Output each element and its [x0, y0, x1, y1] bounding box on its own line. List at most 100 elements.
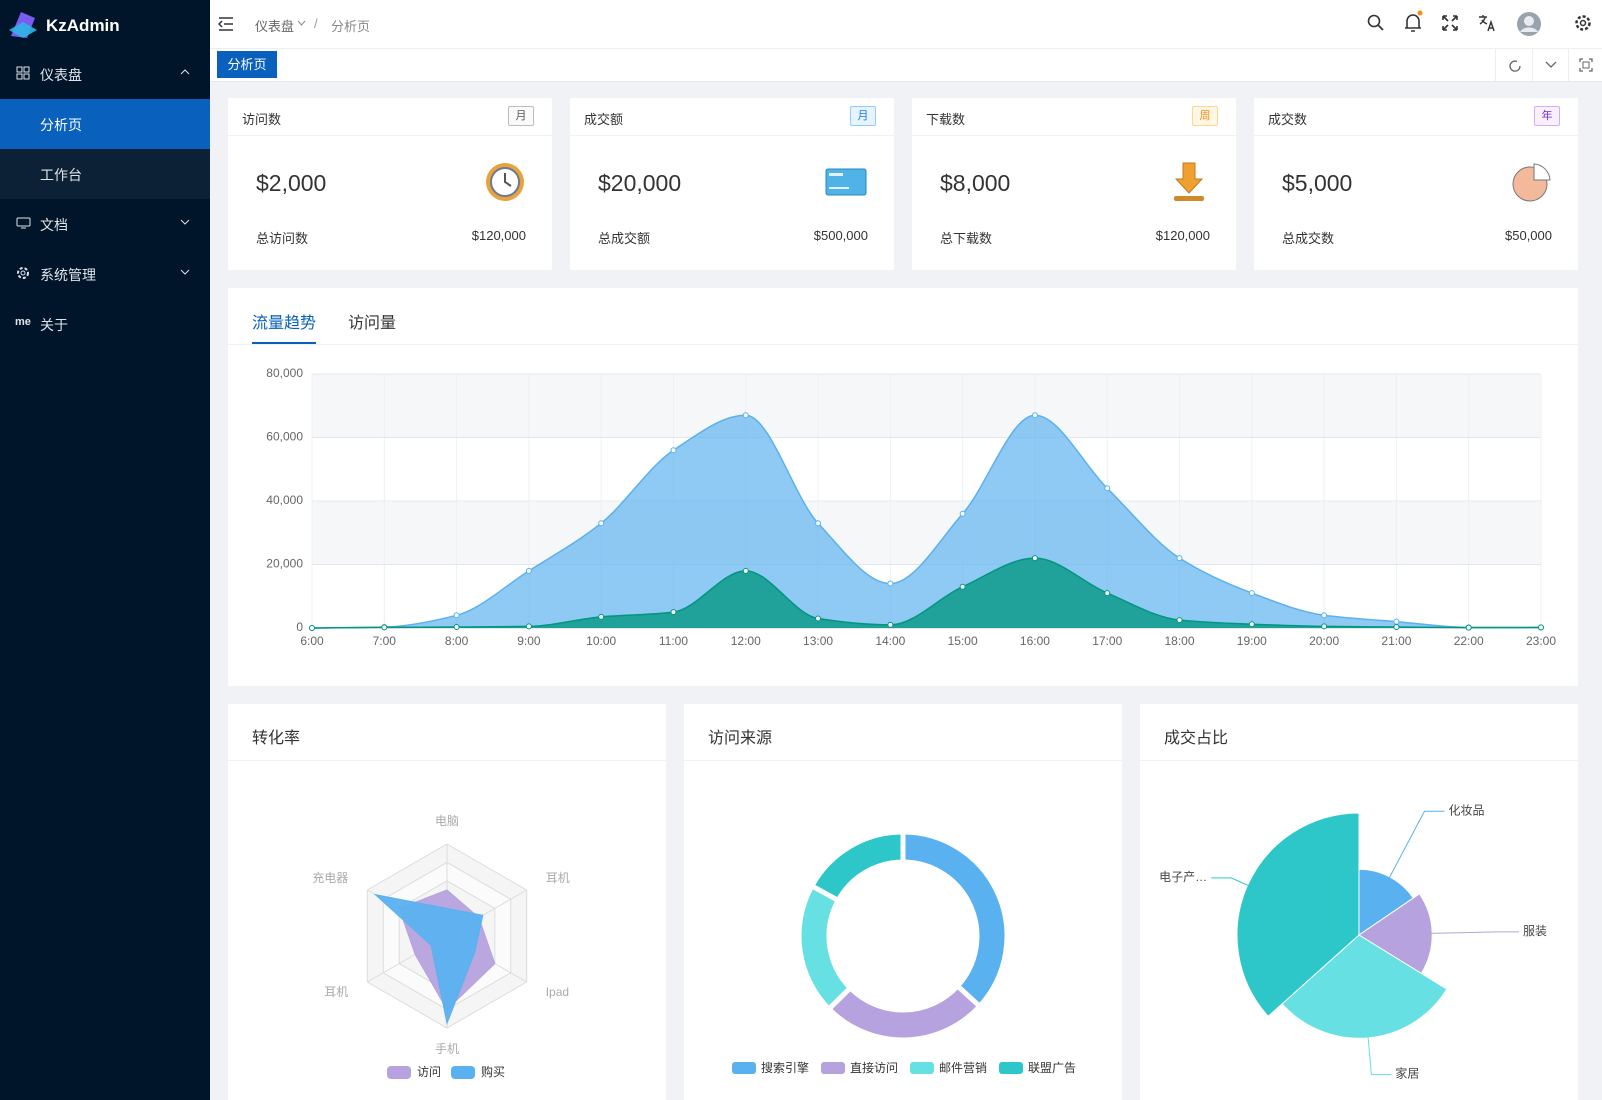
card-footer-value: $50,000	[1505, 228, 1552, 243]
card-badge: 月	[850, 106, 876, 126]
icon-path	[180, 69, 190, 75]
divider	[1140, 760, 1578, 761]
menu-item[interactable]: 仪表盘	[0, 49, 210, 99]
card-value: $8,000	[940, 170, 1011, 196]
icon-circle	[1579, 19, 1587, 27]
card-icon	[824, 161, 868, 208]
clock-icon	[486, 163, 524, 201]
icon-circle	[1575, 15, 1591, 31]
menu-label: 关于	[40, 317, 68, 333]
breadcrumb-item[interactable]: 仪表盘	[255, 19, 295, 34]
card-badge: 年	[1534, 106, 1560, 126]
icon-path	[1479, 15, 1495, 32]
icon-rect	[23, 73, 30, 80]
divider	[228, 344, 1578, 345]
search-icon[interactable]	[1367, 14, 1385, 32]
icon-path	[180, 269, 190, 275]
card-icon	[484, 161, 526, 208]
reload-icon	[1509, 60, 1521, 72]
tab[interactable]: 分析页	[217, 51, 277, 78]
icon-path	[1174, 162, 1204, 194]
menu-label: 分析页	[40, 117, 82, 133]
icon-polygon	[9, 22, 37, 38]
tab-bar: 分析页	[210, 49, 1602, 82]
locale-icon[interactable]	[1478, 14, 1496, 32]
logo-icon	[9, 12, 37, 38]
panel-tab[interactable]: 流量趋势	[252, 315, 317, 332]
icon-rect	[16, 217, 31, 227]
icon-rect	[825, 168, 867, 196]
menu-label: 工作台	[40, 167, 82, 183]
reload-button[interactable]	[1495, 49, 1533, 81]
trend-panel: 流量趋势 访问量	[228, 288, 1578, 686]
icon-rect	[16, 73, 23, 80]
menu-label: 文档	[40, 217, 68, 233]
menu-label: 仪表盘	[40, 67, 82, 83]
divider	[228, 135, 552, 136]
icon-path	[1405, 14, 1421, 32]
icon-path	[1377, 24, 1384, 31]
menu-item[interactable]: 文档	[0, 199, 210, 249]
chevron	[180, 69, 190, 75]
card-footer-value: $120,000	[1155, 228, 1210, 243]
divider	[912, 135, 1236, 136]
icon-path	[1509, 60, 1521, 72]
icon-rect	[829, 187, 849, 189]
icon-path	[1545, 61, 1557, 68]
panel-title: 转化率	[252, 730, 301, 747]
icon-path	[1533, 163, 1551, 181]
chevron	[1545, 61, 1557, 68]
fullscreen-icon[interactable]	[1441, 14, 1459, 32]
stat-card: 成交额 月 $20,000 总成交额 $500,000	[570, 98, 894, 270]
stat-card: 访问数 月 $2,000 总访问数 $120,000	[228, 98, 552, 270]
divider	[684, 760, 1122, 761]
card-footer-label: 总下载数	[940, 231, 993, 246]
chevron	[180, 219, 190, 225]
card-value: $5,000	[1282, 170, 1353, 196]
icon-path	[504, 173, 512, 187]
menu-item[interactable]: 系统管理	[0, 249, 210, 299]
submenu-item[interactable]: 分析页	[0, 99, 210, 149]
icon-path	[1520, 27, 1538, 32]
icon-path	[297, 20, 306, 26]
chevron	[180, 269, 190, 275]
menu-toggle[interactable]	[218, 17, 234, 31]
card-footer-value: $500,000	[813, 228, 868, 243]
icon-rect	[16, 66, 23, 73]
divider	[1254, 135, 1578, 136]
icon-rect	[1174, 196, 1204, 201]
fold-icon	[1579, 58, 1593, 72]
icon-circle	[1417, 10, 1423, 16]
settings-icon[interactable]	[1574, 14, 1592, 32]
menu-icon-text: me	[15, 316, 31, 328]
breadcrumb-item: 分析页	[331, 19, 371, 34]
submenu-item[interactable]: 工作台	[0, 149, 210, 199]
notification-icon[interactable]	[1403, 10, 1423, 34]
icon-circle	[20, 270, 26, 276]
rose-panel: 成交占比	[1140, 704, 1578, 1100]
icon-circle	[17, 267, 29, 279]
panel-title: 访问来源	[708, 730, 773, 747]
radar-panel: 转化率	[228, 704, 666, 1100]
divider	[570, 135, 894, 136]
icon-circle	[1524, 16, 1534, 26]
tab-indicator	[252, 342, 316, 344]
icon-path	[180, 219, 190, 225]
menu-label: 系统管理	[40, 267, 96, 283]
donut-panel: 访问来源	[684, 704, 1122, 1100]
card-footer-value: $120,000	[471, 228, 526, 243]
panel-tab[interactable]: 访问量	[348, 315, 397, 332]
card-title: 访问数	[242, 112, 282, 127]
icon-path	[1442, 15, 1458, 31]
card-icon	[1510, 161, 1552, 208]
panel-title: 成交占比	[1164, 730, 1229, 747]
icon-rect	[829, 173, 843, 176]
menu-item[interactable]: me 关于	[0, 299, 210, 349]
card-footer-label: 总访问数	[256, 231, 309, 246]
fold-button[interactable]	[1568, 49, 1602, 81]
sidebar: KzAdmin 仪表盘 分析页 工作台 文档 系统管理 me 关于	[0, 0, 210, 1100]
avatar[interactable]	[1516, 11, 1542, 37]
card-icon	[1168, 161, 1210, 208]
pie-icon	[1512, 163, 1551, 202]
dropdown-button[interactable]	[1532, 49, 1569, 81]
